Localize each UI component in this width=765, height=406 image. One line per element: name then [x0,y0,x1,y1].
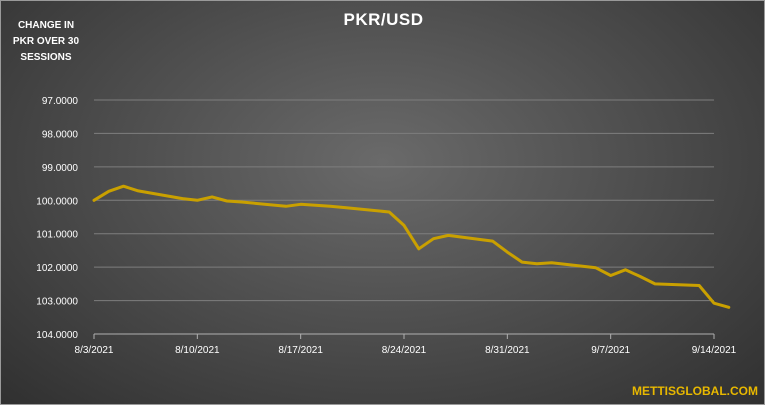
chart-title: PKR/USD [343,10,424,29]
y-tick-label: 97.0000 [42,96,79,107]
y-tick-label: 99.0000 [42,163,79,174]
watermark: METTISGLOBAL.COM [632,384,758,398]
y-tick-label: 100.0000 [36,196,78,207]
side-note: CHANGE IN PKR OVER 30 SESSIONS [12,20,80,63]
y-tick-label: 101.0000 [36,230,78,241]
x-tick-label: 8/3/2021 [75,345,114,356]
x-tick-label: 8/10/2021 [175,345,220,356]
y-tick-label: 102.0000 [36,263,78,274]
x-tick-label: 8/24/2021 [382,345,427,356]
y-tick-label: 103.0000 [36,297,78,308]
y-tick-label: 98.0000 [42,129,79,140]
x-tick-label: 8/17/2021 [278,345,323,356]
x-tick-label: 8/31/2021 [485,345,530,356]
x-tick-label: 9/7/2021 [591,345,630,356]
series-line [92,184,731,309]
y-tick-label: 104.0000 [36,330,78,341]
x-tick-label: 9/14/2021 [692,345,737,356]
